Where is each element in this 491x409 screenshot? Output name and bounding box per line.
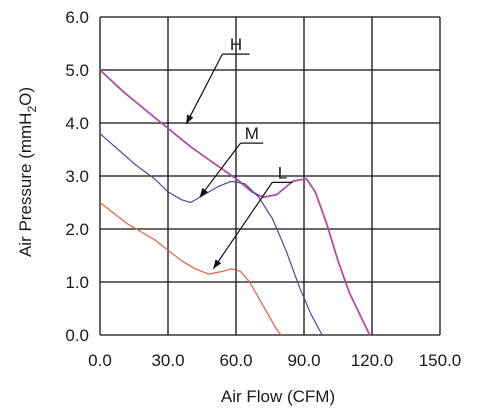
x-tick-label: 30.0 xyxy=(151,351,184,370)
y-axis-title-tail: O) xyxy=(16,87,35,106)
x-tick-label: 90.0 xyxy=(287,351,320,370)
annotation-arrowhead-l xyxy=(213,259,222,269)
y-tick-label: 3.0 xyxy=(65,167,89,186)
annotation-label-m: M xyxy=(245,124,259,143)
curve-h xyxy=(99,69,371,336)
x-axis-title: Air Flow (CFM) xyxy=(221,387,335,406)
curve-m xyxy=(99,133,323,336)
x-tick-label: 60.0 xyxy=(219,351,252,370)
x-tick-label: 150.0 xyxy=(419,351,462,370)
x-tick-labels: 0.0 30.0 60.0 90.0 120.0 150.0 xyxy=(88,351,461,370)
y-axis-title-subscript: 2 xyxy=(25,106,39,113)
y-tick-label: 6.0 xyxy=(65,8,89,27)
annotation-label-l: L xyxy=(278,163,287,182)
y-tick-label: 0.0 xyxy=(65,326,89,345)
grid xyxy=(99,16,441,336)
y-tick-labels: 0.0 1.0 2.0 3.0 4.0 5.0 6.0 xyxy=(65,8,89,345)
y-axis-title: Air Pressure (mmH2O) xyxy=(16,87,39,257)
annotation-label-h: H xyxy=(230,35,242,54)
annotation-leader-h xyxy=(185,53,223,125)
annotation-arrowhead-h xyxy=(186,114,194,125)
y-tick-label: 2.0 xyxy=(65,220,89,239)
curve-annotations: H M L xyxy=(185,35,293,270)
curve-l xyxy=(99,202,282,336)
y-tick-label: 4.0 xyxy=(65,114,89,133)
y-axis-title-main: Air Pressure (mmH xyxy=(16,113,35,258)
curves xyxy=(99,69,371,336)
annotation-leader-m xyxy=(199,142,242,198)
y-tick-label: 1.0 xyxy=(65,273,89,292)
annotation-leader-l xyxy=(212,182,273,270)
x-tick-label: 0.0 xyxy=(88,351,112,370)
annotation-arrowhead-m xyxy=(199,187,208,198)
y-tick-label: 5.0 xyxy=(65,61,89,80)
x-tick-label: 120.0 xyxy=(351,351,394,370)
